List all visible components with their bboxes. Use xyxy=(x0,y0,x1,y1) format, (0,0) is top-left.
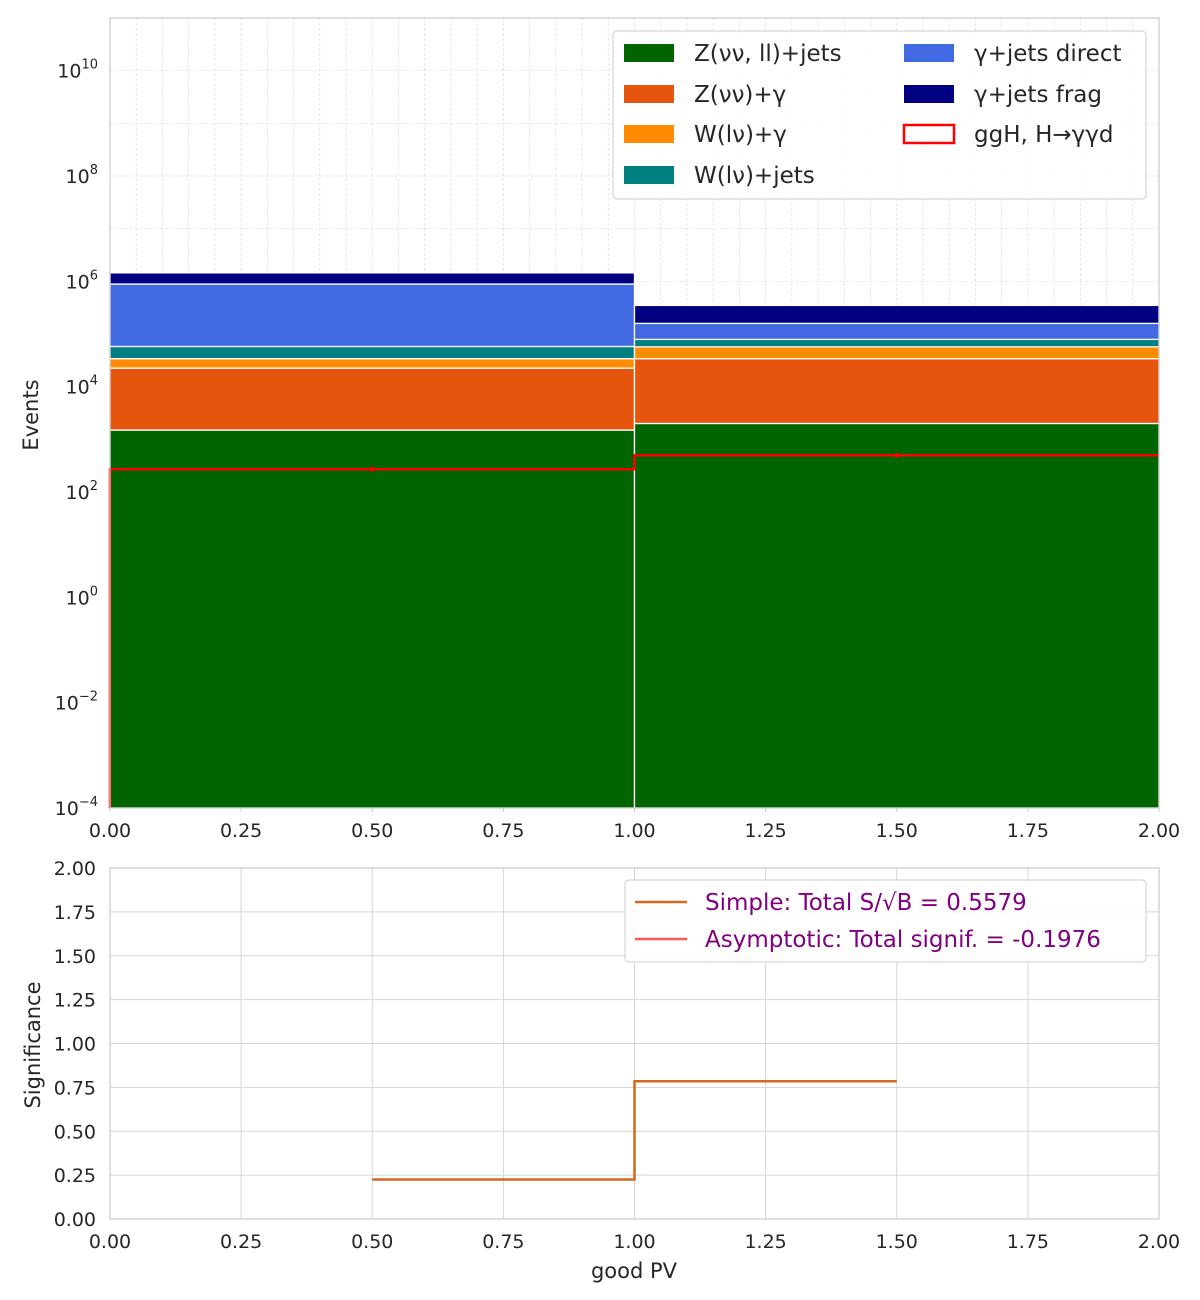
y-tick-label: 1.50 xyxy=(54,946,96,968)
legend-label: ggH, H→γγd xyxy=(974,122,1114,148)
stacked-bars xyxy=(109,272,1160,809)
x-tick-label: 1.75 xyxy=(1007,820,1049,842)
legend-label: W(lν)+γ xyxy=(694,122,787,148)
legend-entry: Z(νν)+γ xyxy=(624,82,786,108)
significance-lines xyxy=(372,1079,897,1181)
y-tick-label: 100 xyxy=(66,584,98,609)
y-tick-label: 106 xyxy=(66,268,98,293)
x-tick-label: 0.50 xyxy=(351,820,393,842)
bottom-legend-box xyxy=(624,879,1147,963)
legend-entry: γ+jets direct xyxy=(904,41,1122,67)
bar-segment xyxy=(633,338,1160,348)
legend-label: Asymptotic: Total signif. = -0.1976 xyxy=(705,927,1101,953)
bar-segment xyxy=(633,322,1160,341)
bottom-y-axis-label: Significance xyxy=(21,981,45,1108)
y-tick-label: 10−2 xyxy=(55,690,98,715)
legend-swatch xyxy=(904,85,954,103)
x-tick-label: 1.25 xyxy=(744,1231,786,1253)
y-tick-label: 1.00 xyxy=(54,1034,96,1056)
legend-entry: γ+jets frag xyxy=(904,82,1102,108)
x-tick-label: 1.50 xyxy=(876,820,918,842)
x-tick-label: 0.75 xyxy=(482,820,524,842)
bar-segment xyxy=(109,358,636,369)
legend-entry: W(lν)+jets xyxy=(624,163,815,189)
y-tick-label: 104 xyxy=(66,374,98,399)
top-x-tick-labels: 0.00 0.25 0.50 0.75 1.00 1.25 1.50 1.75 2.00 xyxy=(89,808,1180,842)
legend-entry: ggH, H→γγd xyxy=(902,122,1114,148)
legend-swatch xyxy=(624,44,674,62)
y-tick-label: 108 xyxy=(66,163,98,188)
x-tick-label: 0.00 xyxy=(89,1231,131,1253)
bar-segment xyxy=(109,272,636,285)
significance-line xyxy=(372,1079,897,1181)
bar-segment xyxy=(109,345,636,360)
y-tick-label: 102 xyxy=(66,479,98,504)
bottom-y-tick-labels: 0.00 0.25 0.50 0.75 1.00 1.25 1.50 1.75 2.00 xyxy=(54,858,96,1231)
events-histogram-panel: 0.00 0.25 0.50 0.75 1.00 1.25 1.50 1.75 2.00 10−… xyxy=(19,17,1180,842)
x-tick-label: 0.25 xyxy=(220,820,262,842)
bottom-legend: Simple: Total S/√B = 0.5579 Asymptotic: … xyxy=(624,879,1147,963)
legend-swatch xyxy=(904,44,954,62)
legend-entry: Asymptotic: Total signif. = -0.1976 xyxy=(635,927,1101,953)
y-tick-label: 1.25 xyxy=(54,990,96,1012)
bar-segment xyxy=(109,283,636,348)
y-tick-label: 0.50 xyxy=(54,1121,96,1143)
y-tick-label: 10−4 xyxy=(55,795,98,820)
signal-marker xyxy=(894,452,900,458)
legend-label: γ+jets direct xyxy=(974,41,1122,67)
legend-entry: Z(νν, ll)+jets xyxy=(624,41,842,67)
bar-segment xyxy=(633,358,1160,425)
bottom-x-tick-labels: 0.00 0.25 0.50 0.75 1.00 1.25 1.50 1.75 2.00 xyxy=(89,1231,1180,1253)
x-tick-label: 2.00 xyxy=(1138,1231,1180,1253)
x-tick-label: 0.00 xyxy=(89,820,131,842)
top-legend-box xyxy=(612,30,1147,200)
legend-swatch xyxy=(624,166,674,184)
legend-entry: Simple: Total S/√B = 0.5579 xyxy=(635,890,1027,916)
top-legend: Z(νν, ll)+jets Z(νν)+γ W(lν)+γ W(lν)+jet… xyxy=(612,30,1147,200)
significance-panel: 0.00 0.25 0.50 0.75 1.00 1.25 1.50 1.75 2.00 0.0… xyxy=(21,858,1180,1283)
bottom-x-axis-label: good PV xyxy=(591,1259,678,1283)
legend-label: Z(νν)+γ xyxy=(694,82,786,108)
x-tick-label: 0.25 xyxy=(220,1231,262,1253)
top-y-axis-label: Events xyxy=(19,379,43,450)
legend-swatch xyxy=(624,85,674,103)
y-tick-label: 0.00 xyxy=(54,1209,96,1231)
bottom-plot-frame xyxy=(109,867,1160,1220)
y-tick-label: 2.00 xyxy=(54,858,96,880)
x-tick-label: 0.75 xyxy=(482,1231,524,1253)
x-tick-label: 2.00 xyxy=(1138,820,1180,842)
x-tick-label: 1.25 xyxy=(744,820,786,842)
bar-segment xyxy=(109,367,636,431)
x-tick-label: 1.00 xyxy=(613,1231,655,1253)
y-tick-label: 1.75 xyxy=(54,902,96,924)
bar-segment xyxy=(633,304,1160,325)
legend-swatch xyxy=(624,125,674,143)
legend-label: Simple: Total S/√B = 0.5579 xyxy=(705,890,1027,916)
bar-segment xyxy=(109,429,636,809)
y-tick-label: 0.25 xyxy=(54,1165,96,1187)
x-tick-label: 1.00 xyxy=(613,820,655,842)
x-tick-label: 0.50 xyxy=(351,1231,393,1253)
legend-swatch xyxy=(902,123,956,145)
top-y-tick-labels: 10−4 10−2 100 102 104 106 108 1010 xyxy=(55,58,98,820)
bar-segment xyxy=(633,422,1160,809)
signal-marker xyxy=(369,466,375,472)
y-tick-label: 0.75 xyxy=(54,1077,96,1099)
y-tick-label: 1010 xyxy=(57,58,98,83)
legend-entry: W(lν)+γ xyxy=(624,122,787,148)
legend-label: W(lν)+jets xyxy=(694,163,815,189)
legend-label: Z(νν, ll)+jets xyxy=(694,41,842,67)
bar-segment xyxy=(633,346,1160,360)
x-tick-label: 1.50 xyxy=(876,1231,918,1253)
legend-label: γ+jets frag xyxy=(974,82,1102,108)
x-tick-label: 1.75 xyxy=(1007,1231,1049,1253)
